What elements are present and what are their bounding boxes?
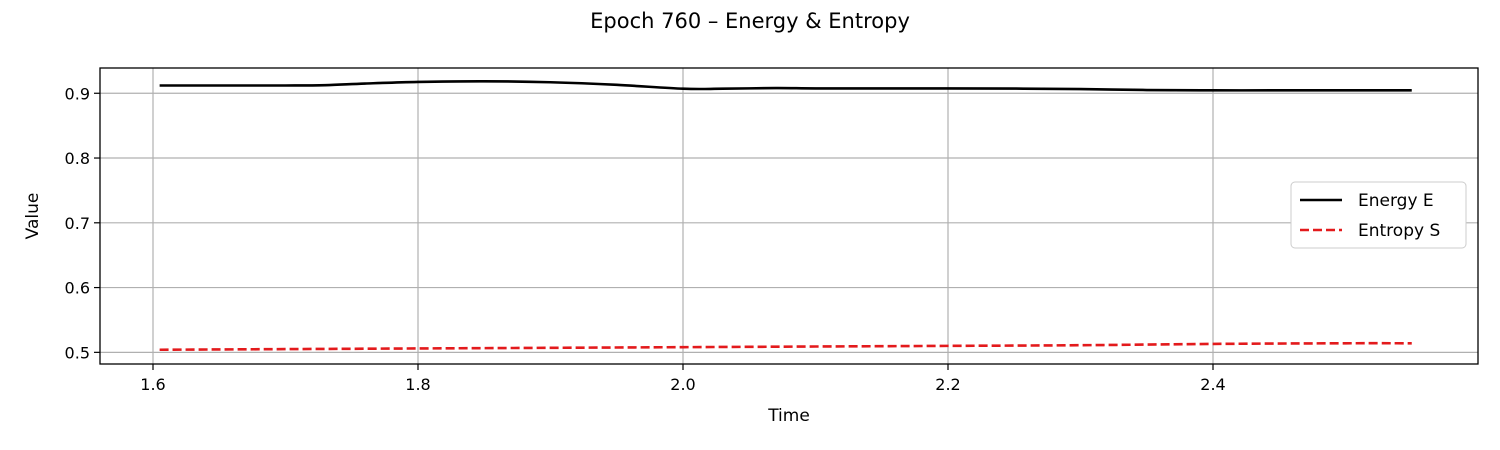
legend: Energy E Entropy S <box>1290 181 1467 249</box>
series-line-energy-e <box>159 79 1412 92</box>
y-tick-label: 0.6 <box>65 279 90 298</box>
y-tick-label: 0.9 <box>65 84 90 103</box>
y-tick-label: 0.8 <box>65 149 90 168</box>
chart-title: Epoch 760 – Energy & Entropy <box>590 9 910 33</box>
x-tick-label: 2.4 <box>1200 375 1225 394</box>
y-tick-label: 0.7 <box>65 214 90 233</box>
grid-layer <box>100 68 1478 364</box>
x-tick-label: 2.2 <box>935 375 960 394</box>
x-axis-label: Time <box>767 406 810 426</box>
tick-layer: 1.6 1.8 2.0 2.2 2.4 0.5 0.6 0.7 0.8 0.9 <box>65 84 1226 394</box>
legend-box <box>1290 181 1467 249</box>
y-axis-label: Value <box>23 193 43 240</box>
series-line-entropy-s <box>159 341 1412 352</box>
y-tick-label: 0.5 <box>65 343 90 362</box>
legend-label-entropy: Entropy S <box>1358 221 1440 241</box>
x-tick-label: 2.0 <box>670 375 695 394</box>
x-tick-label: 1.8 <box>405 375 430 394</box>
plot-frame <box>99 67 1479 365</box>
legend-label-energy: Energy E <box>1358 191 1434 211</box>
series-layer <box>159 79 1412 352</box>
x-tick-label: 1.6 <box>140 375 165 394</box>
